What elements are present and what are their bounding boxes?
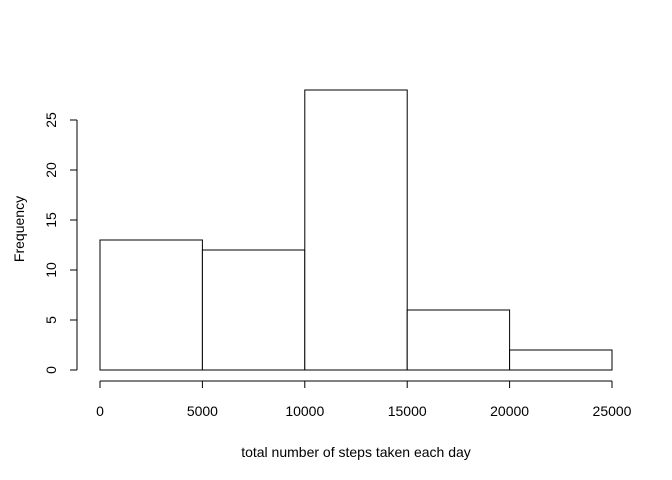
histogram-bar-2 [201,249,306,371]
histogram-bar-4 [406,309,511,371]
histogram-bar-1 [99,239,203,371]
x-axis-title: total number of steps taken each day [241,444,471,460]
y-tick-label: 25 [43,112,59,128]
x-tick-label: 5000 [187,403,218,419]
x-tick-label: 20000 [490,403,529,419]
histogram-bar-5 [509,349,613,371]
x-tick-label: 10000 [285,403,324,419]
y-tick-label: 0 [43,366,59,374]
y-axis: 0 5 10 15 20 25 [43,112,78,374]
y-tick-label: 5 [43,316,59,324]
y-tick-label: 20 [43,162,59,178]
y-tick-label: 10 [43,262,59,278]
histogram-bars [99,89,613,371]
x-tick-label: 15000 [388,403,427,419]
x-tick-label: 25000 [593,403,632,419]
y-axis-title: Frequency [11,196,27,262]
x-axis: 0 5000 10000 15000 20000 25000 [96,380,632,419]
x-tick-label: 0 [96,403,104,419]
histogram-bar-3 [304,89,408,371]
y-tick-label: 15 [43,212,59,228]
